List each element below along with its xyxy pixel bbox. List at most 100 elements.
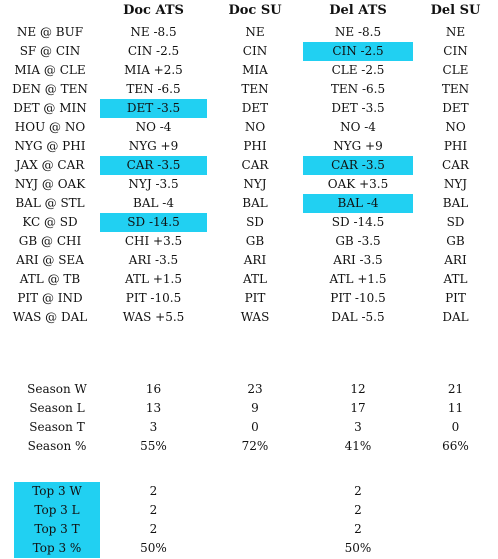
del-ats-cell: PIT -10.5 xyxy=(330,291,386,305)
table-row: HOU @ NO NO -4 NO NO -4 NO xyxy=(0,118,498,137)
doc-su-cell: NYJ xyxy=(243,177,267,191)
doc-su-cell: PHI xyxy=(243,139,267,153)
doc-ats-cell-highlighted: DET -3.5 xyxy=(100,99,207,118)
doc-ats-cell-highlighted: SD -14.5 xyxy=(100,213,207,232)
top3-row: Top 3 L 2 2 xyxy=(0,501,498,520)
matchup-cell: ATL @ TB xyxy=(19,272,81,286)
doc-ats-cell-highlighted: CAR -3.5 xyxy=(100,156,207,175)
doc-ats-cell: NO -4 xyxy=(135,120,172,134)
season-row: Season % 55% 72% 41% 66% xyxy=(0,437,498,456)
matchup-cell: MIA @ CLE xyxy=(14,63,86,77)
doc-ats-top3: 2 xyxy=(149,522,158,536)
doc-ats-cell: MIA +2.5 xyxy=(124,63,183,77)
doc-su-cell: PIT xyxy=(244,291,266,305)
doc-ats-cell: NE -8.5 xyxy=(130,25,177,39)
top3-label: Top 3 L xyxy=(14,501,100,520)
top3-label: Top 3 W xyxy=(14,482,100,501)
season-label: Season L xyxy=(29,401,85,415)
doc-su-cell: TEN xyxy=(241,82,269,96)
del-ats-top3: 2 xyxy=(354,522,362,536)
del-ats-cell: NE -8.5 xyxy=(334,25,382,39)
del-ats-cell: NO -4 xyxy=(340,120,376,134)
del-su-cell: DAL xyxy=(442,310,469,324)
del-ats-cell-highlighted: BAL -4 xyxy=(303,194,413,213)
del-ats-top3: 50% xyxy=(344,541,372,555)
del-su-cell: NE xyxy=(445,25,466,39)
table-row: MIA @ CLE MIA +2.5 MIA CLE -2.5 CLE xyxy=(0,61,498,80)
season-label: Season W xyxy=(27,382,87,396)
header-doc-ats: Doc ATS xyxy=(123,3,184,18)
del-ats-cell: SD -14.5 xyxy=(331,215,385,229)
matchup-cell: NE @ BUF xyxy=(16,25,84,39)
doc-su-cell: WAS xyxy=(240,310,270,324)
doc-su-cell: ATL xyxy=(243,272,267,286)
top3-label: Top 3 % xyxy=(14,539,100,558)
del-ats-cell: ARI -3.5 xyxy=(333,253,383,267)
del-ats-total: 3 xyxy=(354,420,362,434)
matchup-cell: ARI @ SEA xyxy=(16,253,84,267)
doc-su-cell: NO xyxy=(244,120,266,134)
header-del-ats: Del ATS xyxy=(329,3,387,18)
table-row: KC @ SD SD -14.5 SD SD -14.5 SD xyxy=(0,213,498,232)
table-row: DET @ MIN DET -3.5 DET DET -3.5 DET xyxy=(0,99,498,118)
del-su-total: 66% xyxy=(442,439,469,453)
del-ats-total: 41% xyxy=(344,439,372,453)
matchup-cell: PIT @ IND xyxy=(17,291,83,305)
doc-su-cell: CIN xyxy=(242,44,268,58)
matchup-cell: HOU @ NO xyxy=(14,120,86,134)
table-row: BAL @ STL BAL -4 BAL BAL -4 BAL xyxy=(0,194,498,213)
del-ats-total: 12 xyxy=(350,382,366,396)
table-row: GB @ CHI CHI +3.5 GB GB -3.5 GB xyxy=(0,232,498,251)
del-su-cell: CAR xyxy=(442,158,469,172)
table-row: ATL @ TB ATL +1.5 ATL ATL +1.5 ATL xyxy=(0,270,498,289)
del-su-cell: NYJ xyxy=(443,177,468,191)
doc-su-cell: ARI xyxy=(243,253,267,267)
doc-ats-cell: WAS +5.5 xyxy=(122,310,185,324)
del-su-cell: GB xyxy=(446,234,465,248)
doc-su-total: 9 xyxy=(251,401,259,415)
del-ats-cell: DET -3.5 xyxy=(331,101,385,115)
del-su-cell: SD xyxy=(446,215,465,229)
del-su-cell: TEN xyxy=(441,82,470,96)
table-row: WAS @ DAL WAS +5.5 WAS DAL -5.5 DAL xyxy=(0,308,498,327)
table-row: NE @ BUF NE -8.5 NE NE -8.5 NE xyxy=(0,23,498,42)
table-row: PIT @ IND PIT -10.5 PIT PIT -10.5 PIT xyxy=(0,289,498,308)
top3-row: Top 3 % 50% 50% xyxy=(0,539,498,558)
doc-su-cell: GB xyxy=(245,234,265,248)
del-ats-top3: 2 xyxy=(354,503,362,517)
del-ats-cell-highlighted: CAR -3.5 xyxy=(303,156,413,175)
del-su-cell: ATL xyxy=(443,272,468,286)
matchup-cell: SF @ CIN xyxy=(19,44,81,58)
doc-ats-total: 13 xyxy=(145,401,162,415)
del-ats-top3: 2 xyxy=(354,484,362,498)
del-su-cell: BAL xyxy=(442,196,469,210)
matchup-cell: KC @ SD xyxy=(22,215,78,229)
top3-label: Top 3 T xyxy=(14,520,100,539)
doc-su-cell: BAL xyxy=(242,196,268,210)
header-doc-su: Doc SU xyxy=(228,3,282,18)
doc-su-cell: DET xyxy=(241,101,269,115)
matchup-cell: NYJ @ OAK xyxy=(14,177,86,191)
del-su-cell: PIT xyxy=(445,291,466,305)
doc-ats-top3: 2 xyxy=(149,484,158,498)
doc-ats-cell: BAL -4 xyxy=(133,196,174,210)
table-row: NYG @ PHI NYG +9 PHI NYG +9 PHI xyxy=(0,137,498,156)
doc-ats-cell: NYJ -3.5 xyxy=(128,177,179,191)
doc-ats-cell: PIT -10.5 xyxy=(125,291,182,305)
doc-ats-total: 3 xyxy=(149,420,158,434)
doc-ats-cell: ARI -3.5 xyxy=(128,253,179,267)
season-row: Season W 16 23 12 21 xyxy=(0,380,498,399)
doc-ats-total: 16 xyxy=(145,382,162,396)
del-su-cell: ARI xyxy=(444,253,467,267)
season-row: Season T 3 0 3 0 xyxy=(0,418,498,437)
matchup-cell: GB @ CHI xyxy=(18,234,82,248)
del-su-total: 21 xyxy=(447,382,464,396)
del-su-cell: CLE xyxy=(442,63,469,77)
del-ats-cell: DAL -5.5 xyxy=(331,310,385,324)
season-label: Season T xyxy=(29,420,85,434)
del-ats-cell: CLE -2.5 xyxy=(331,63,385,77)
table-row: NYJ @ OAK NYJ -3.5 NYJ OAK +3.5 NYJ xyxy=(0,175,498,194)
table-row: DEN @ TEN TEN -6.5 TEN TEN -6.5 TEN xyxy=(0,80,498,99)
doc-ats-cell: TEN -6.5 xyxy=(126,82,181,96)
doc-su-cell: NE xyxy=(245,25,265,39)
